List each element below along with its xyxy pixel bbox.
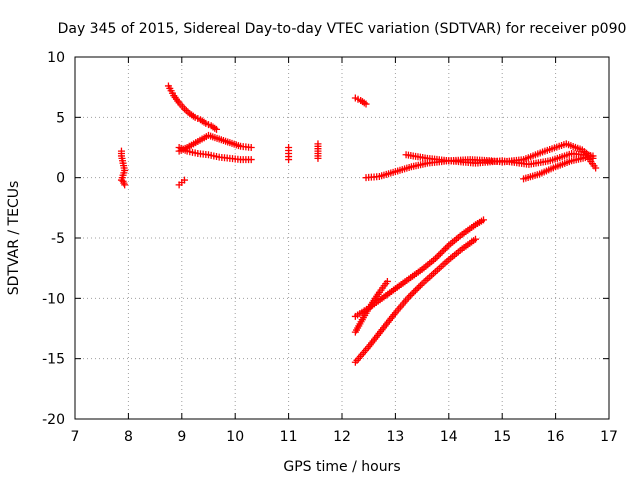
y-tick-label: 5 (56, 110, 65, 126)
data-point (589, 152, 597, 160)
x-axis-label: GPS time / hours (283, 459, 400, 475)
data-point (435, 251, 443, 259)
data-point (180, 176, 188, 184)
axis-ticks: 7 8 9 10 11 12 13 14 15 16 17 -20 -15 -10 -5 0 5 10 (42, 50, 618, 445)
data-point (413, 285, 421, 293)
data-point (433, 253, 441, 261)
data-point (410, 288, 418, 296)
data-point (431, 255, 439, 263)
data-point (285, 156, 293, 164)
y-tick-label: -5 (51, 231, 65, 247)
data-point (443, 243, 451, 251)
data-point (213, 125, 221, 133)
x-tick-label: 17 (600, 429, 618, 445)
data-point (416, 282, 424, 290)
data-point (405, 293, 413, 301)
y-axis-label: SDTVAR / TECUs (6, 181, 22, 296)
data-point (480, 216, 488, 224)
y-tick-label: 10 (47, 50, 65, 66)
data-point (408, 290, 416, 298)
data-point (383, 277, 391, 285)
x-tick-label: 12 (333, 429, 351, 445)
data-marks (117, 82, 600, 366)
y-tick-label: -10 (42, 291, 65, 307)
y-tick-label: 0 (56, 171, 65, 187)
data-point (247, 156, 255, 164)
plot-frame (74, 56, 610, 420)
data-point (440, 246, 448, 254)
x-tick-label: 13 (386, 429, 404, 445)
data-point (406, 291, 414, 299)
data-point (441, 245, 449, 253)
data-point (411, 286, 419, 294)
x-tick-label: 16 (547, 429, 565, 445)
x-tick-label: 15 (493, 429, 511, 445)
data-point (362, 100, 370, 108)
data-point (121, 181, 129, 189)
chart-title: Day 345 of 2015, Sidereal Day-to-day VTE… (58, 21, 627, 37)
data-point (438, 248, 446, 256)
data-point (247, 144, 255, 151)
y-tick-label: -15 (42, 352, 65, 368)
y-tick-label: -20 (42, 412, 65, 428)
data-point (592, 164, 600, 172)
data-point (314, 154, 322, 162)
x-tick-label: 9 (177, 429, 186, 445)
data-point (472, 235, 479, 243)
data-point (415, 283, 423, 291)
x-tick-label: 10 (226, 429, 244, 445)
data-point (436, 250, 444, 258)
x-tick-label: 11 (280, 429, 298, 445)
data-point (182, 106, 190, 114)
grid (75, 57, 609, 419)
x-tick-label: 14 (440, 429, 458, 445)
x-tick-label: 8 (124, 429, 133, 445)
x-tick-label: 7 (71, 429, 80, 445)
